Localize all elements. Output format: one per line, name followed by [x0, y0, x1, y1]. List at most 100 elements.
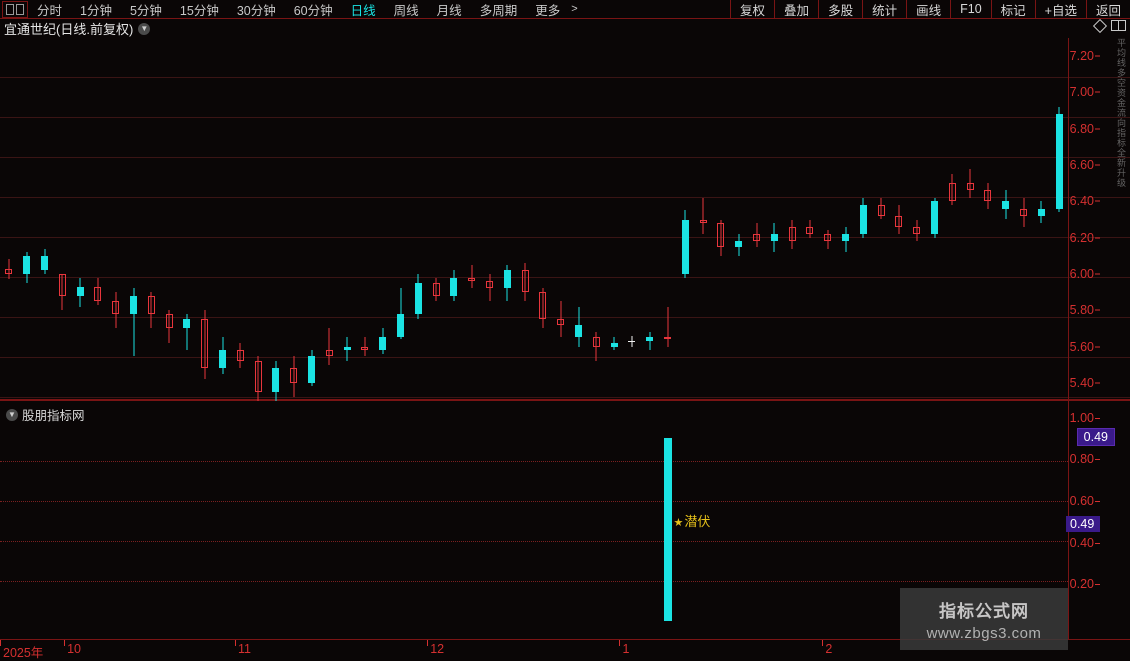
candlestick[interactable]: [255, 38, 262, 401]
candlestick[interactable]: [575, 38, 582, 401]
period-monthly[interactable]: 月线: [428, 0, 471, 19]
candlestick[interactable]: [771, 38, 778, 401]
candlestick[interactable]: [557, 38, 564, 401]
candlestick[interactable]: [219, 38, 226, 401]
period-fenshi[interactable]: 分时: [28, 0, 71, 19]
candlestick[interactable]: [326, 38, 333, 401]
candlestick[interactable]: [1002, 38, 1009, 401]
candlestick[interactable]: [967, 38, 974, 401]
candlestick[interactable]: [290, 38, 297, 401]
candlestick[interactable]: [308, 38, 315, 401]
candlestick[interactable]: [41, 38, 48, 401]
date-axis-label[interactable]: 10: [67, 642, 81, 656]
candlestick[interactable]: [504, 38, 511, 401]
tool-fanhui[interactable]: 返回: [1086, 0, 1130, 18]
candlestick[interactable]: [949, 38, 956, 401]
candlestick[interactable]: [789, 38, 796, 401]
candlestick[interactable]: [1056, 38, 1063, 401]
price-axis-label: 5.60: [1070, 340, 1094, 354]
candlestick[interactable]: [682, 38, 689, 401]
candlestick[interactable]: [700, 38, 707, 401]
candlestick[interactable]: [450, 38, 457, 401]
candlestick[interactable]: [148, 38, 155, 401]
layout-toggle-icon[interactable]: [2, 1, 28, 18]
active-value-box: 0.49: [1077, 428, 1115, 446]
candlestick[interactable]: [611, 38, 618, 401]
candlestick[interactable]: [468, 38, 475, 401]
period-15min[interactable]: 15分钟: [171, 0, 228, 19]
period-multi[interactable]: 多周期: [471, 0, 527, 19]
candlestick[interactable]: [397, 38, 404, 401]
candlestick[interactable]: [5, 38, 12, 401]
candlestick[interactable]: [237, 38, 244, 401]
tool-dieqjia[interactable]: 叠加: [774, 0, 818, 18]
period-60min[interactable]: 60分钟: [285, 0, 342, 19]
date-axis-label[interactable]: 1: [622, 642, 629, 656]
candlestick[interactable]: [664, 38, 671, 401]
candlestick-chart[interactable]: 7.20 7.00 6.80 6.60 6.40 6.20 6.00 5.80 5.60 5.40…: [0, 38, 1130, 401]
date-axis-label[interactable]: 12: [430, 642, 444, 656]
candlestick[interactable]: [878, 38, 885, 401]
candlestick[interactable]: [166, 38, 173, 401]
candlestick[interactable]: [913, 38, 920, 401]
candlestick[interactable]: [628, 38, 635, 401]
candlestick[interactable]: [23, 38, 30, 401]
candlestick[interactable]: [201, 38, 208, 401]
candlestick[interactable]: [1020, 38, 1027, 401]
candlestick[interactable]: [895, 38, 902, 401]
more-button[interactable]: 更多: [526, 0, 569, 19]
period-30min[interactable]: 30分钟: [228, 0, 285, 19]
tool-zixuan[interactable]: +自选: [1035, 0, 1086, 18]
tool-tongji[interactable]: 统计: [862, 0, 906, 18]
split-view-icon[interactable]: [1111, 20, 1126, 31]
candlestick[interactable]: [824, 38, 831, 401]
date-axis-label[interactable]: 2025年: [3, 642, 43, 661]
candlestick[interactable]: [77, 38, 84, 401]
candlestick[interactable]: [486, 38, 493, 401]
candlestick[interactable]: [59, 38, 66, 401]
tool-biaoji[interactable]: 标记: [991, 0, 1035, 18]
indicator-signal-bar[interactable]: [664, 438, 672, 621]
candlestick[interactable]: [272, 38, 279, 401]
indicator-axis-tick: [1095, 418, 1100, 419]
period-daily[interactable]: 日线: [342, 0, 385, 19]
tool-duogu[interactable]: 多股: [818, 0, 862, 18]
candlestick[interactable]: [735, 38, 742, 401]
candlestick[interactable]: [522, 38, 529, 401]
date-axis-label[interactable]: 11: [238, 642, 251, 656]
date-axis-label[interactable]: 2: [825, 642, 832, 656]
diamond-marker-icon[interactable]: [1093, 18, 1107, 32]
candlestick[interactable]: [112, 38, 119, 401]
period-1min[interactable]: 1分钟: [71, 0, 121, 19]
tool-fuquan[interactable]: 复权: [730, 0, 774, 18]
candlestick[interactable]: [361, 38, 368, 401]
candlestick[interactable]: [646, 38, 653, 401]
candlestick[interactable]: [539, 38, 546, 401]
indicator-axis-label: 0.20: [1070, 577, 1094, 591]
watermark-url-text: www.zbgs3.com: [927, 625, 1042, 642]
candlestick[interactable]: [433, 38, 440, 401]
stock-dropdown-icon[interactable]: ▼: [138, 23, 150, 35]
price-axis-tick: [1095, 128, 1100, 129]
candlestick[interactable]: [984, 38, 991, 401]
candlestick[interactable]: [806, 38, 813, 401]
chevron-right-icon: >: [571, 3, 577, 15]
candlestick[interactable]: [931, 38, 938, 401]
tool-huaxian[interactable]: 画线: [906, 0, 950, 18]
candlestick[interactable]: [860, 38, 867, 401]
candlestick[interactable]: [379, 38, 386, 401]
candlestick[interactable]: [1038, 38, 1045, 401]
candlestick[interactable]: [593, 38, 600, 401]
candlestick[interactable]: [183, 38, 190, 401]
period-weekly[interactable]: 周线: [385, 0, 428, 19]
candlestick[interactable]: [753, 38, 760, 401]
period-5min[interactable]: 5分钟: [121, 0, 171, 19]
candlestick[interactable]: [717, 38, 724, 401]
tool-f10[interactable]: F10: [950, 0, 991, 18]
candlestick[interactable]: [130, 38, 137, 401]
candlestick[interactable]: [94, 38, 101, 401]
candlestick[interactable]: [344, 38, 351, 401]
indicator-dropdown-icon[interactable]: ▼: [6, 409, 18, 421]
candlestick[interactable]: [842, 38, 849, 401]
candlestick[interactable]: [415, 38, 422, 401]
